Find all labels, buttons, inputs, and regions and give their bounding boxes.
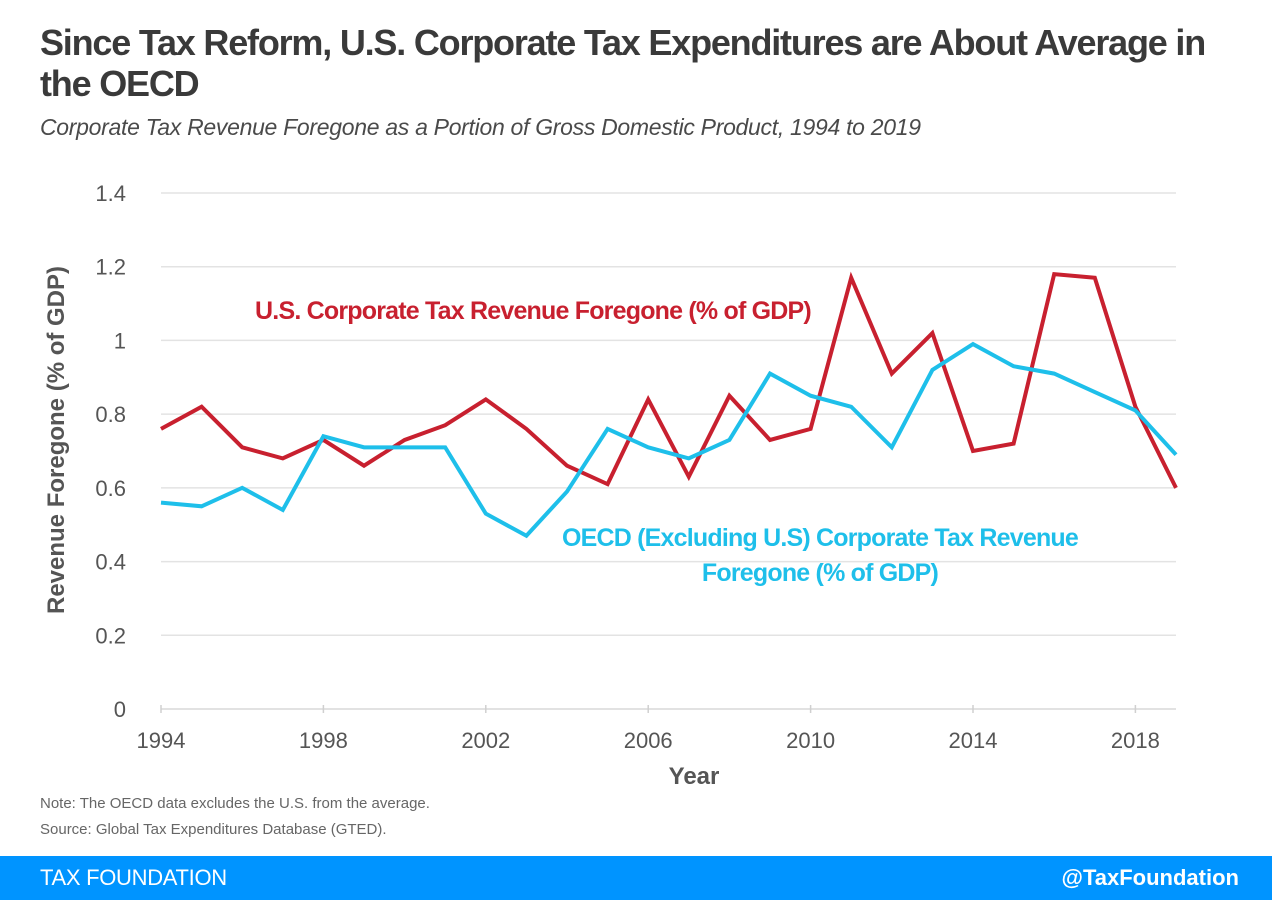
x-tick-label: 2010	[786, 728, 835, 753]
us-series-label: U.S. Corporate Tax Revenue Foregone (% o…	[255, 297, 811, 325]
chart-note: Note: The OECD data excludes the U.S. fr…	[40, 795, 430, 812]
oecd-series-label: OECD (Excluding U.S) Corporate Tax Reven…	[562, 524, 1079, 552]
y-tick-label: 1	[114, 328, 126, 353]
x-tick-label: 1994	[137, 728, 186, 753]
gridlines	[161, 192, 1176, 637]
y-tick-label: 0.2	[95, 623, 126, 648]
y-tick-labels: 0 0.2 0.4 0.6 0.8 1 1.2 1.4	[95, 181, 126, 722]
series-labels: U.S. Corporate Tax Revenue Foregone (% o…	[255, 297, 1080, 587]
series-lines	[160, 271, 1178, 539]
x-tick-label: 2014	[949, 728, 998, 753]
x-tick-label: 1998	[299, 728, 348, 753]
y-axis-label: Revenue Foregone (% of GDP)	[43, 266, 70, 614]
us-series-line	[160, 271, 1178, 489]
y-tick-label: 0.4	[95, 550, 126, 575]
y-tick-label: 1.4	[95, 181, 126, 206]
oecd-series-line	[160, 341, 1178, 539]
x-tick-labels: 1994 1998 2002 2006 2010 2014 2018	[137, 728, 1160, 753]
x-tick-label: 2006	[624, 728, 673, 753]
chart-subtitle: Corporate Tax Revenue Foregone as a Port…	[40, 114, 921, 140]
line-chart: 0 0.2 0.4 0.6 0.8 1 1.2 1.4 1994 1998 2002 2006 201…	[43, 181, 1178, 790]
footer-brand: TAX FOUNDATION	[40, 865, 227, 890]
chart-source: Source: Global Tax Expenditures Database…	[40, 821, 387, 838]
y-tick-label: 0.6	[95, 476, 126, 501]
x-tick-label: 2018	[1111, 728, 1160, 753]
x-axis-label: Year	[669, 763, 720, 790]
footer-bar: TAX FOUNDATION @TaxFoundation	[0, 856, 1272, 900]
y-tick-label: 0.8	[95, 402, 126, 427]
chart-title: Since Tax Reform, U.S. Corporate Tax Exp…	[40, 22, 1206, 104]
y-tick-label: 1.2	[95, 255, 126, 280]
x-axis	[160, 705, 1176, 713]
x-tick-label: 2002	[461, 728, 510, 753]
footer-handle-link[interactable]: @TaxFoundation	[1061, 865, 1239, 890]
oecd-series-label: Foregone (% of GDP)	[702, 559, 939, 587]
y-tick-label: 0	[114, 697, 126, 722]
